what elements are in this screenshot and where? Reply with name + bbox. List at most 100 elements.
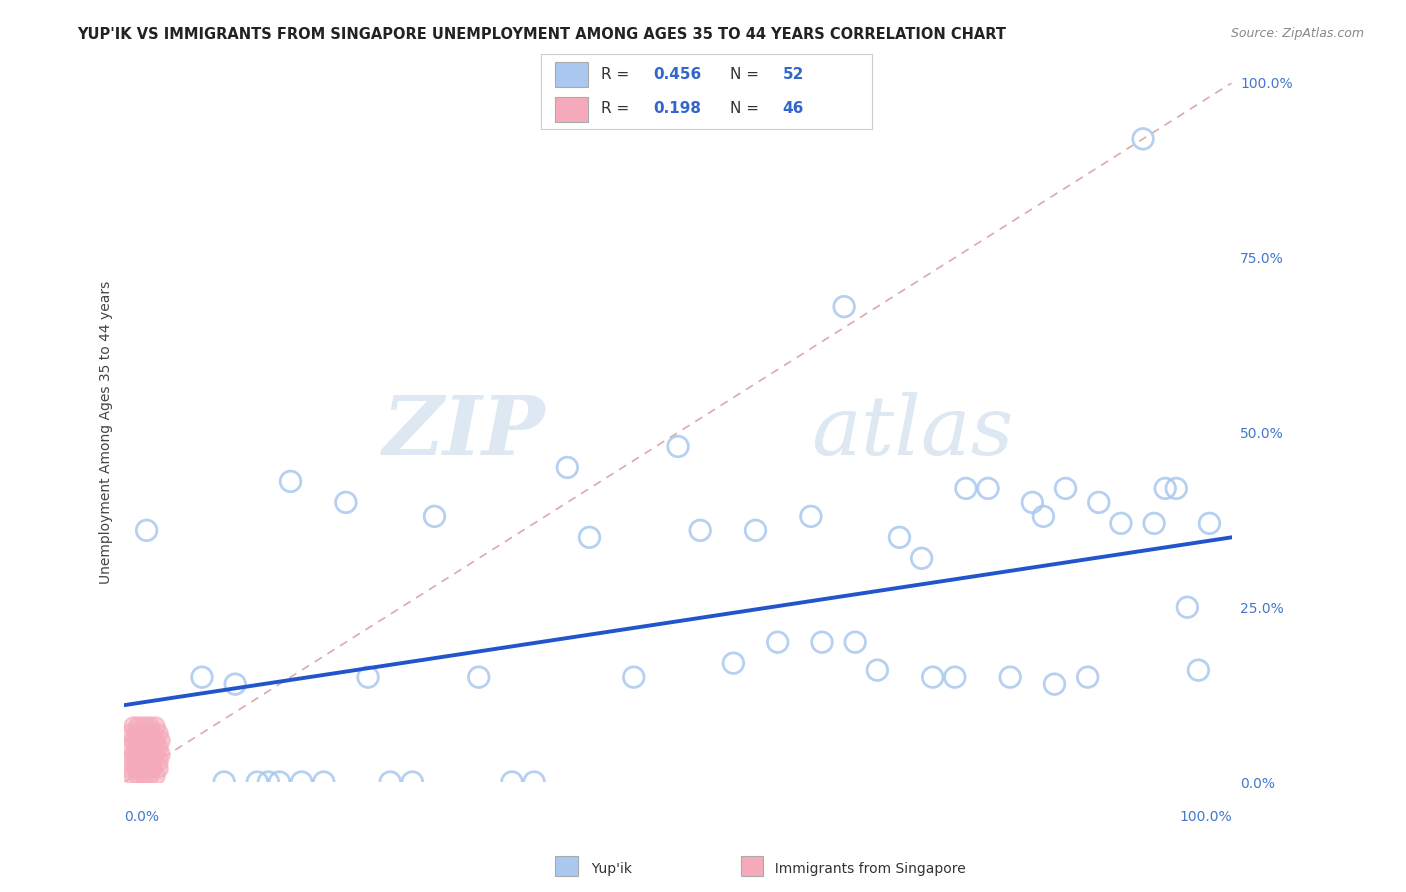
Point xyxy=(723,656,745,670)
Point xyxy=(122,719,145,733)
Point xyxy=(666,440,689,454)
Point xyxy=(578,530,600,544)
Point xyxy=(910,551,932,566)
Point xyxy=(129,740,152,755)
Point xyxy=(1175,600,1198,615)
Point xyxy=(744,524,766,538)
Point xyxy=(1154,482,1177,496)
Point xyxy=(191,670,214,684)
Point xyxy=(141,761,163,775)
Point xyxy=(145,747,167,761)
Point xyxy=(134,747,156,761)
Point xyxy=(811,635,834,649)
Text: 100.0%: 100.0% xyxy=(1180,810,1232,824)
Point xyxy=(124,761,146,775)
Point xyxy=(146,761,169,775)
Point xyxy=(138,719,160,733)
Point xyxy=(832,300,855,314)
Point xyxy=(127,719,149,733)
Point xyxy=(335,495,357,509)
Point xyxy=(118,740,141,755)
Point xyxy=(246,775,269,789)
Point xyxy=(149,747,172,761)
Point xyxy=(943,670,966,684)
Point xyxy=(401,775,423,789)
Text: R =: R = xyxy=(600,101,638,116)
Point xyxy=(212,775,235,789)
Point xyxy=(141,726,163,740)
Point xyxy=(135,726,157,740)
Point xyxy=(1132,132,1154,146)
Point xyxy=(557,460,579,475)
Point xyxy=(866,663,889,677)
Point xyxy=(291,775,314,789)
Point xyxy=(118,761,141,775)
Point xyxy=(146,740,169,755)
Text: atlas: atlas xyxy=(811,392,1014,473)
Point xyxy=(129,754,152,768)
Point xyxy=(1054,482,1077,496)
Point xyxy=(1143,516,1166,531)
Point xyxy=(118,726,141,740)
Point xyxy=(127,768,149,782)
Text: YUP'IK VS IMMIGRANTS FROM SINGAPORE UNEMPLOYMENT AMONG AGES 35 TO 44 YEARS CORRE: YUP'IK VS IMMIGRANTS FROM SINGAPORE UNEM… xyxy=(77,27,1007,42)
FancyBboxPatch shape xyxy=(554,96,588,122)
Point xyxy=(1109,516,1132,531)
Point xyxy=(1166,482,1188,496)
Point xyxy=(145,733,167,747)
Point xyxy=(844,635,866,649)
Point xyxy=(977,482,1000,496)
Text: N =: N = xyxy=(730,101,763,116)
Point xyxy=(689,524,711,538)
Point xyxy=(501,775,523,789)
Point xyxy=(357,670,380,684)
Point xyxy=(135,761,157,775)
Point xyxy=(149,733,172,747)
Point xyxy=(1198,516,1220,531)
Point xyxy=(145,768,167,782)
Point xyxy=(127,747,149,761)
Point xyxy=(423,509,446,524)
Point xyxy=(129,761,152,775)
Text: Immigrants from Singapore: Immigrants from Singapore xyxy=(766,862,966,876)
Point xyxy=(312,775,335,789)
Point xyxy=(138,768,160,782)
Text: 0.456: 0.456 xyxy=(654,67,702,82)
Point xyxy=(998,670,1021,684)
Point xyxy=(224,677,246,691)
Text: 0.0%: 0.0% xyxy=(125,810,159,824)
Text: Yup'ik: Yup'ik xyxy=(583,862,633,876)
Point xyxy=(122,768,145,782)
Point xyxy=(1043,677,1066,691)
Point xyxy=(921,670,943,684)
Point xyxy=(122,733,145,747)
Point xyxy=(134,733,156,747)
Point xyxy=(523,775,546,789)
Point xyxy=(138,747,160,761)
Point xyxy=(1021,495,1043,509)
Point xyxy=(118,754,141,768)
Text: 52: 52 xyxy=(783,67,804,82)
Point xyxy=(141,740,163,755)
Point xyxy=(127,733,149,747)
Point xyxy=(766,635,789,649)
Point xyxy=(124,726,146,740)
Point xyxy=(124,754,146,768)
Point xyxy=(135,754,157,768)
Point xyxy=(145,719,167,733)
Point xyxy=(280,475,302,489)
Point xyxy=(468,670,491,684)
Point xyxy=(1087,495,1109,509)
Point xyxy=(141,754,163,768)
Text: ZIP: ZIP xyxy=(382,392,546,473)
FancyBboxPatch shape xyxy=(554,62,588,87)
Point xyxy=(129,726,152,740)
Point xyxy=(134,768,156,782)
Text: 46: 46 xyxy=(783,101,804,116)
Point xyxy=(1032,509,1054,524)
Text: Source: ZipAtlas.com: Source: ZipAtlas.com xyxy=(1230,27,1364,40)
Point xyxy=(269,775,291,789)
Point xyxy=(955,482,977,496)
Point xyxy=(1187,663,1209,677)
Point xyxy=(623,670,645,684)
